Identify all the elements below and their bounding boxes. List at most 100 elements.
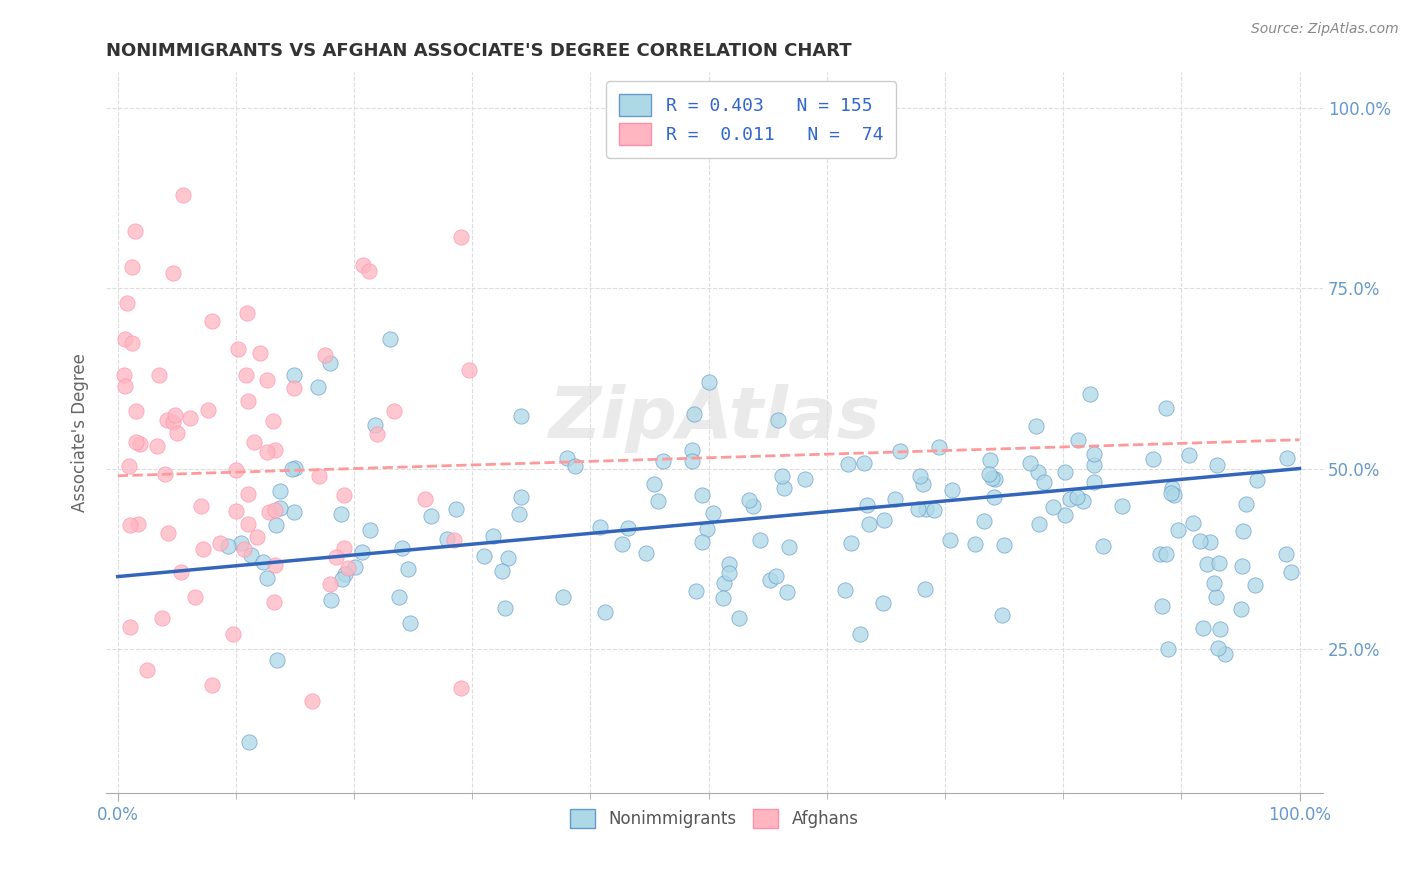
Point <box>1059 491 1081 506</box>
Point <box>889 444 911 458</box>
Point <box>643 476 665 491</box>
Point <box>914 582 936 597</box>
Point <box>238 735 260 749</box>
Point <box>728 611 751 625</box>
Point <box>378 332 401 346</box>
Point <box>1083 458 1105 472</box>
Point <box>269 500 291 515</box>
Text: NONIMMIGRANTS VS AFGHAN ASSOCIATE'S DEGREE CORRELATION CHART: NONIMMIGRANTS VS AFGHAN ASSOCIATE'S DEGR… <box>105 42 852 60</box>
Point <box>834 583 856 598</box>
Point <box>1091 539 1114 553</box>
Point <box>162 415 184 429</box>
Point <box>984 472 1007 486</box>
Point <box>1234 497 1257 511</box>
Point <box>1157 642 1180 657</box>
Point <box>264 518 287 533</box>
Point <box>284 460 307 475</box>
Point <box>1206 641 1229 656</box>
Point <box>1246 473 1268 487</box>
Point <box>264 442 287 457</box>
Point <box>115 296 138 310</box>
Point <box>1205 591 1227 605</box>
Point <box>283 505 305 519</box>
Point <box>114 379 136 393</box>
Point <box>1066 490 1088 504</box>
Point <box>911 477 934 491</box>
Point <box>233 541 256 556</box>
Point <box>1053 466 1076 480</box>
Point <box>1167 523 1189 537</box>
Point <box>1209 622 1232 636</box>
Point <box>472 549 495 564</box>
Point <box>208 536 231 550</box>
Point <box>928 440 950 454</box>
Point <box>941 483 963 498</box>
Point <box>907 501 929 516</box>
Point <box>1142 451 1164 466</box>
Point <box>335 566 357 581</box>
Point <box>146 439 169 453</box>
Point <box>1198 534 1220 549</box>
Point <box>977 467 1000 482</box>
Point <box>235 368 257 382</box>
Point <box>114 332 136 346</box>
Point <box>980 471 1002 485</box>
Point <box>263 558 285 573</box>
Point <box>256 444 278 458</box>
Point <box>163 409 186 423</box>
Point <box>557 450 579 465</box>
Point <box>766 413 789 427</box>
Point <box>283 368 305 382</box>
Point <box>366 426 388 441</box>
Point <box>1279 566 1302 580</box>
Point <box>973 514 995 528</box>
Point <box>841 536 863 550</box>
Point <box>772 481 794 495</box>
Point <box>443 533 465 547</box>
Point <box>636 545 658 559</box>
Point <box>1182 516 1205 530</box>
Point <box>979 453 1001 467</box>
Point <box>191 541 214 556</box>
Point <box>252 555 274 569</box>
Point <box>494 600 516 615</box>
Point <box>758 573 780 587</box>
Point <box>1189 533 1212 548</box>
Point <box>651 454 673 468</box>
Point <box>269 484 291 499</box>
Point <box>690 535 713 549</box>
Point <box>551 590 574 604</box>
Point <box>118 620 141 634</box>
Point <box>837 457 859 471</box>
Point <box>770 469 793 483</box>
Point <box>352 544 374 558</box>
Point <box>873 513 896 527</box>
Point <box>1150 599 1173 614</box>
Point <box>359 523 381 537</box>
Point <box>333 488 356 502</box>
Point <box>129 437 152 451</box>
Point <box>281 462 304 476</box>
Point <box>1277 450 1299 465</box>
Point <box>184 590 207 604</box>
Point <box>179 410 201 425</box>
Point <box>148 368 170 383</box>
Point <box>121 260 143 274</box>
Point <box>301 693 323 707</box>
Point <box>246 530 269 544</box>
Point <box>357 264 380 278</box>
Point <box>238 394 260 409</box>
Point <box>1053 508 1076 522</box>
Point <box>794 472 817 486</box>
Point <box>226 342 249 356</box>
Point <box>681 454 703 468</box>
Point <box>308 469 330 483</box>
Point <box>330 507 353 521</box>
Point <box>256 373 278 387</box>
Point <box>612 537 634 551</box>
Point <box>852 456 875 470</box>
Point <box>242 434 264 449</box>
Point <box>236 487 259 501</box>
Point <box>742 499 765 513</box>
Point <box>718 566 741 581</box>
